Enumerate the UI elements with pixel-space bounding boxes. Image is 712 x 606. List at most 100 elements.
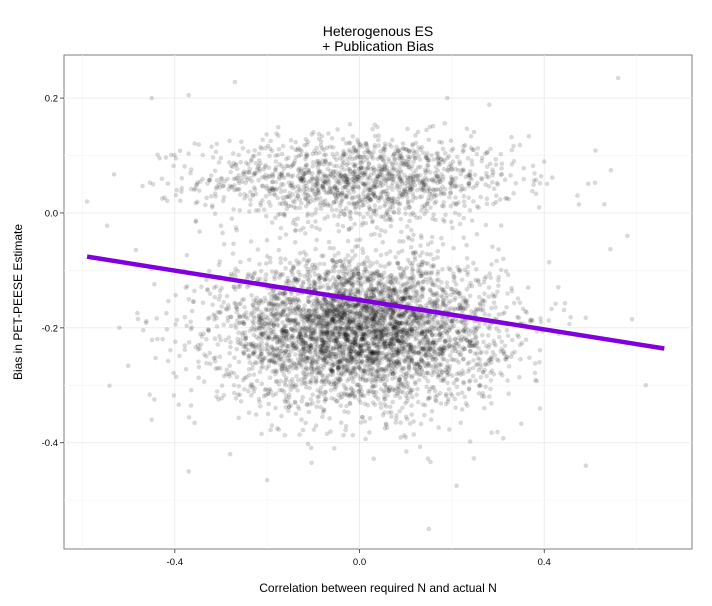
data-point [367, 197, 373, 202]
data-point [297, 205, 303, 210]
data-point [372, 208, 377, 214]
data-point [384, 189, 389, 194]
data-point [314, 375, 319, 380]
data-point [339, 192, 345, 197]
data-point [217, 354, 223, 360]
data-point [490, 172, 495, 178]
data-point [365, 211, 370, 216]
data-point [413, 337, 418, 342]
data-point [479, 176, 484, 181]
data-point [378, 149, 383, 154]
data-point [195, 199, 200, 205]
data-point [434, 369, 440, 374]
data-point [283, 200, 289, 206]
data-point [440, 317, 445, 323]
data-point [252, 170, 258, 176]
data-point [258, 404, 263, 409]
data-point [531, 182, 536, 187]
data-point [352, 310, 357, 315]
data-point [369, 379, 375, 385]
data-point [403, 147, 409, 152]
data-point [349, 156, 355, 162]
data-point [450, 178, 455, 184]
data-point [453, 166, 458, 172]
data-point [407, 218, 412, 224]
data-point [459, 168, 465, 173]
data-point [295, 193, 301, 199]
data-point [298, 168, 304, 174]
data-point [511, 190, 516, 196]
data-point [316, 131, 322, 137]
data-point [365, 165, 371, 171]
data-point [266, 325, 272, 331]
data-point [296, 186, 302, 192]
data-point [556, 285, 561, 290]
data-point [350, 365, 355, 371]
data-point [405, 224, 410, 229]
data-point [269, 148, 275, 154]
data-point [394, 151, 400, 156]
data-point [179, 176, 185, 181]
data-point [420, 150, 426, 155]
data-point [388, 204, 393, 210]
data-point [306, 409, 312, 415]
data-point [173, 155, 179, 161]
data-point [176, 402, 182, 407]
data-point [361, 172, 367, 177]
data-point [357, 198, 363, 203]
data-point [253, 171, 258, 176]
data-point [160, 196, 165, 201]
data-point [425, 158, 431, 164]
data-point [366, 204, 372, 209]
data-point [314, 177, 320, 182]
data-point [293, 365, 299, 370]
data-point [288, 164, 294, 170]
data-point [269, 172, 275, 177]
data-point [388, 223, 394, 229]
data-point [317, 227, 323, 232]
data-point [282, 380, 287, 385]
data-point [398, 216, 404, 222]
data-point [442, 121, 448, 126]
data-point [104, 223, 110, 228]
data-point [390, 204, 396, 210]
data-point [188, 387, 194, 393]
data-point [297, 432, 302, 437]
data-point [274, 317, 280, 322]
data-point [383, 161, 388, 167]
data-point [464, 287, 470, 292]
data-point [157, 155, 162, 161]
data-point [226, 160, 232, 165]
data-point [274, 186, 279, 192]
data-point [279, 201, 285, 207]
data-point [381, 175, 386, 181]
data-point [249, 178, 254, 184]
data-point [441, 159, 446, 165]
data-point [533, 177, 539, 183]
data-point [459, 183, 464, 189]
data-point [206, 177, 212, 183]
data-point [409, 186, 415, 192]
data-point [258, 330, 264, 336]
data-point [257, 369, 263, 375]
data-point [357, 237, 363, 242]
data-point [282, 290, 287, 296]
data-point [499, 161, 505, 167]
data-point [324, 145, 330, 151]
data-point [260, 364, 266, 369]
data-point [204, 361, 209, 366]
data-point [399, 169, 404, 175]
data-point [320, 181, 326, 187]
data-point [275, 426, 280, 431]
data-point [354, 177, 360, 182]
data-point [321, 172, 326, 177]
data-point [344, 194, 349, 200]
data-point [390, 187, 395, 192]
data-point [350, 177, 356, 182]
data-point [346, 160, 351, 166]
data-point [314, 189, 320, 194]
data-point [408, 180, 413, 185]
data-point [340, 196, 345, 202]
data-point [441, 166, 447, 172]
data-point [457, 159, 462, 164]
